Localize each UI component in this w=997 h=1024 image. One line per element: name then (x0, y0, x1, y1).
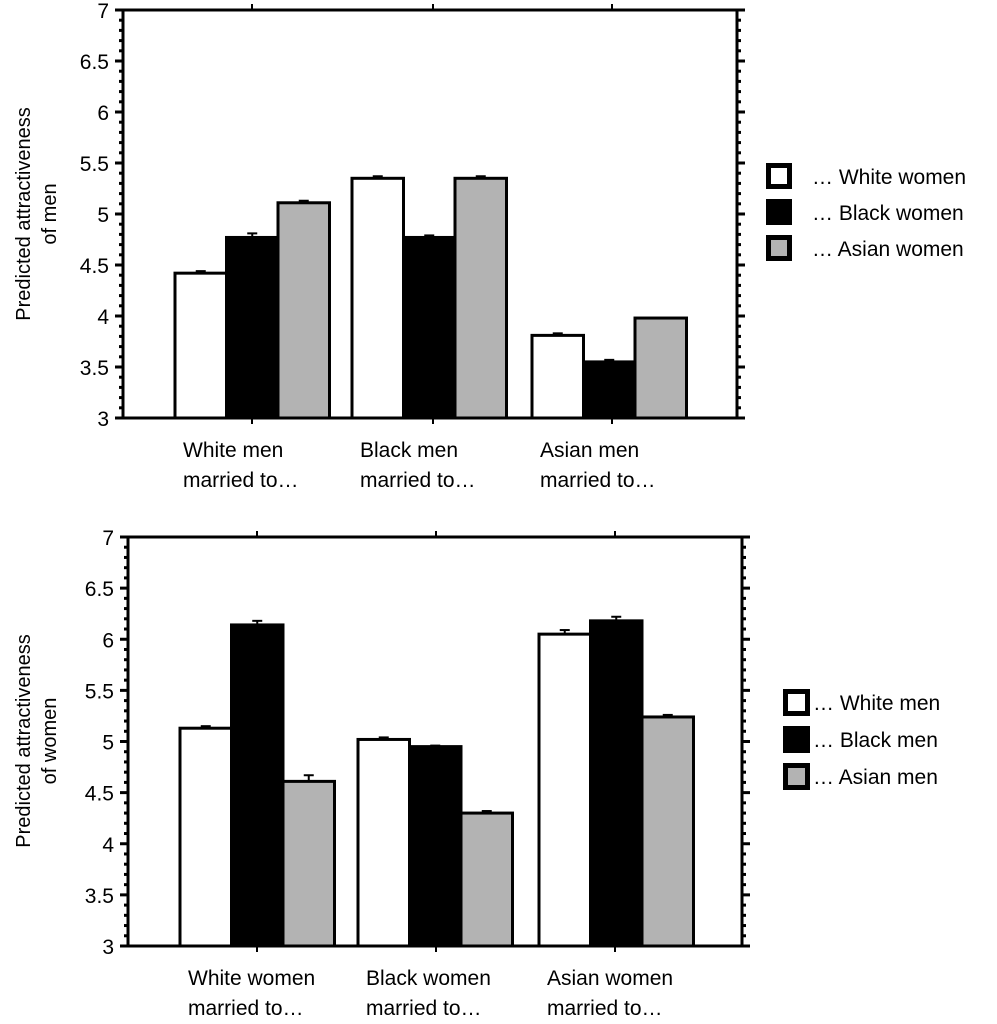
y-axis-label: Predicted attractiveness of men (13, 107, 61, 320)
bar (582, 360, 637, 420)
x-category-label: married to… (188, 997, 304, 1020)
chart-panel-women: 3 3.5 4 4.5 5 5.5 6 6.5 7 White women married to… B… (13, 527, 940, 1020)
y-tick-label: 4 (97, 306, 109, 329)
bar (408, 745, 463, 948)
y-tick-label: 6 (102, 629, 114, 652)
legend: … White men … Black men … Asian men (783, 689, 940, 790)
y-tick-label: 3 (102, 936, 114, 959)
y-axis-label-line: Predicted attractiveness (13, 107, 35, 320)
y-tick-label: 6.5 (80, 51, 109, 74)
legend-label: … White women (812, 166, 966, 189)
x-category-label: married to… (366, 997, 482, 1020)
bar (225, 235, 280, 420)
y-axis-label-line: of women (39, 698, 61, 785)
y-tick-label: 7 (102, 527, 114, 550)
x-category-label: Black women (366, 967, 491, 990)
legend-swatch (783, 689, 810, 716)
y-tick-label: 5 (97, 204, 109, 227)
legend-swatch (766, 163, 792, 189)
legend-swatch (783, 726, 810, 753)
legend-label: … Asian men (813, 766, 938, 789)
y-tick-label: 4.5 (85, 783, 114, 806)
bar (230, 623, 285, 948)
y-tick-label: 4 (102, 834, 114, 857)
bar (178, 726, 233, 948)
y-tick-label: 6 (97, 102, 109, 125)
y-axis-label-line: Predicted attractiveness (13, 634, 35, 847)
y-tick-label: 3.5 (85, 885, 114, 908)
legend-label: … Asian women (812, 238, 964, 261)
bar (537, 632, 592, 948)
y-tick-label: 4.5 (80, 255, 109, 278)
bar (281, 779, 336, 948)
y-tick-label: 6.5 (85, 578, 114, 601)
x-category-label: Asian women (547, 967, 673, 990)
legend-label: … Black men (813, 729, 938, 752)
bar (640, 715, 695, 948)
y-axis-label: Predicted attractiveness of women (13, 634, 61, 847)
bar (589, 619, 644, 948)
bar (350, 176, 405, 420)
legend-label: … White men (813, 692, 940, 715)
chart-panel-men: 3 3.5 4 4.5 5 5.5 6 6.5 7 White men married to… Bla… (13, 0, 966, 492)
x-category-label: married to… (360, 469, 476, 492)
x-category-label: White women (188, 967, 315, 990)
bar (633, 316, 688, 420)
x-category-label: married to… (547, 997, 663, 1020)
x-category-label: Asian men (540, 439, 639, 462)
legend-swatch (766, 235, 792, 261)
x-category-label: Black men (360, 439, 458, 462)
y-tick-label: 3 (97, 408, 109, 431)
bar (459, 811, 514, 948)
y-tick-label: 5.5 (85, 680, 114, 703)
bar (276, 201, 331, 420)
y-tick-label: 3.5 (80, 357, 109, 380)
legend: … White women … Black women … Asian women (766, 163, 966, 261)
legend-label: … Black women (812, 202, 964, 225)
y-tick-label: 5 (102, 732, 114, 755)
legend-swatch (766, 199, 792, 225)
x-category-label: married to… (540, 469, 656, 492)
x-category-label: White men (183, 439, 283, 462)
bar (173, 271, 228, 420)
legend-swatch (783, 763, 810, 790)
y-axis-label-line: of men (39, 183, 61, 244)
bar (402, 235, 457, 420)
bar (453, 176, 508, 420)
x-category-label: married to… (183, 469, 299, 492)
bar (356, 737, 411, 948)
y-tick-label: 7 (97, 0, 109, 23)
y-tick-label: 5.5 (80, 153, 109, 176)
bar (530, 333, 585, 420)
